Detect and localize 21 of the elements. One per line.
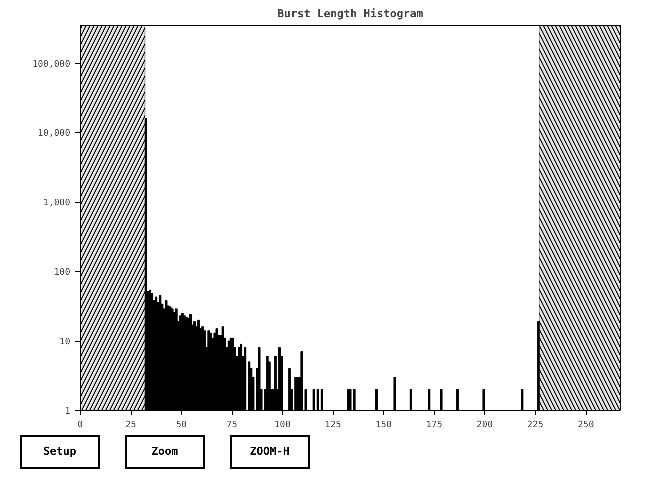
- text: Setup: [43, 444, 77, 460]
- y-tick-label: 1,000: [43, 198, 70, 209]
- y-tick-label: 1: [65, 407, 71, 417]
- text: ZOOM-H: [250, 444, 290, 460]
- x-tick-label: 200: [476, 420, 494, 430]
- text: Zoom: [152, 444, 178, 460]
- x-tick-label: 25: [126, 420, 136, 430]
- x-tick-label: 150: [376, 420, 392, 430]
- y-tick-label: 10,000: [38, 129, 71, 140]
- y-tick-label: 10: [60, 338, 71, 348]
- x-tick-label: 75: [226, 420, 238, 430]
- x-tick-label: 175: [426, 420, 443, 430]
- x-tick-label: 0: [78, 420, 84, 430]
- chart-title: Burst Length Histogram: [278, 8, 424, 20]
- y-tick-label: 100,000: [32, 60, 71, 70]
- x-tick-label: 100: [274, 420, 291, 430]
- x-tick-label: 50: [176, 420, 188, 430]
- x-tick-label: 225: [527, 420, 544, 430]
- x-tick-label: 250: [578, 420, 594, 430]
- y-tick-label: 100: [54, 268, 71, 278]
- x-tick-label: 125: [325, 420, 342, 430]
